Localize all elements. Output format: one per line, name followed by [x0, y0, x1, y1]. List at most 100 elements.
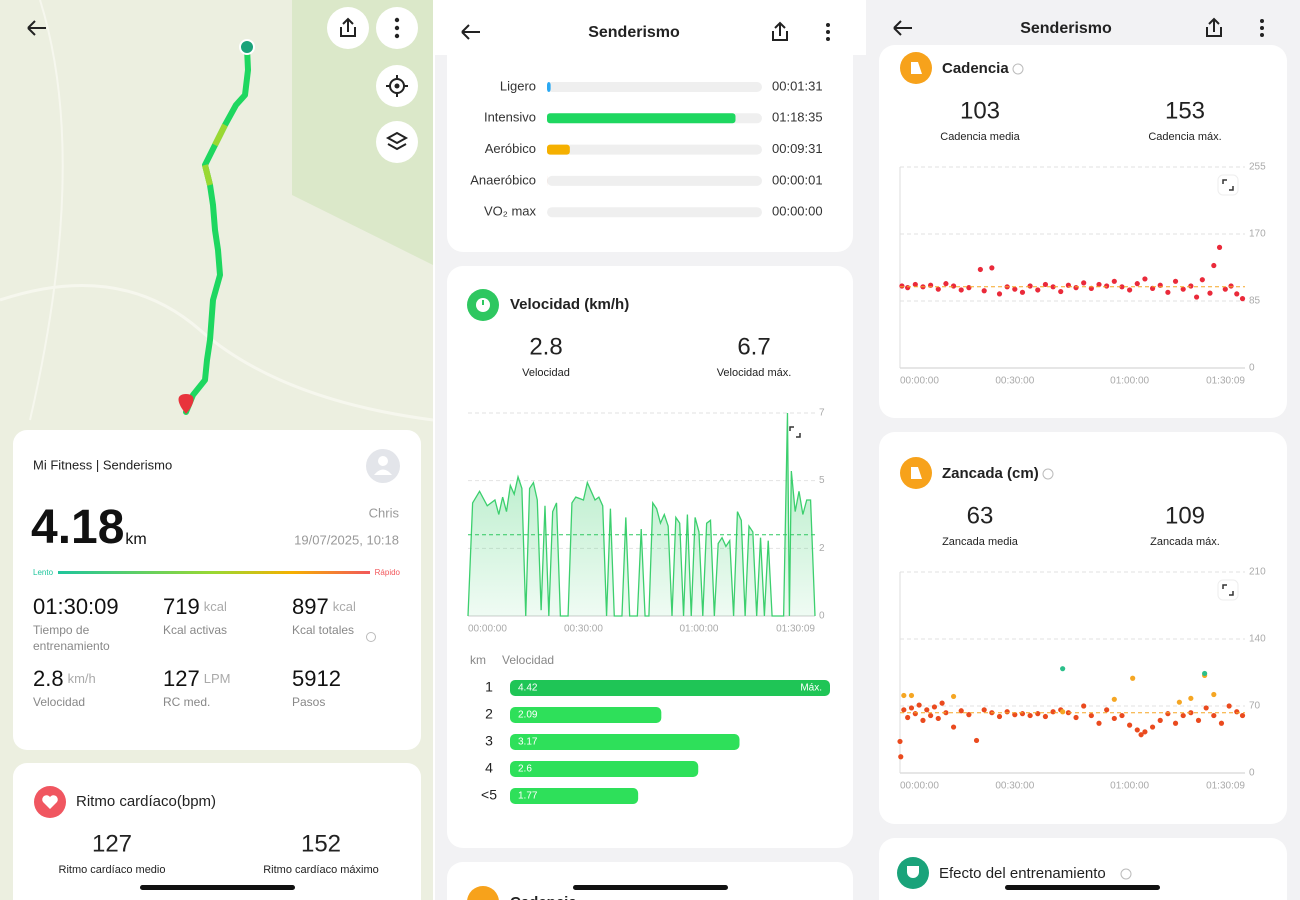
stat-value: 127 LPM	[163, 666, 230, 691]
datetime: 19/07/2025, 10:18	[294, 532, 399, 547]
stat-value: 5912	[292, 666, 341, 691]
max-value: 6.7	[737, 333, 770, 360]
speed-gradient	[58, 571, 370, 574]
point	[1096, 720, 1102, 726]
heart-card	[13, 763, 421, 900]
point	[1188, 695, 1194, 701]
point	[908, 705, 915, 711]
zone-name: Intensivo	[484, 110, 536, 125]
point	[939, 700, 945, 706]
y-tick-label: 85	[1249, 296, 1261, 307]
point	[908, 692, 915, 699]
point	[950, 693, 957, 700]
point	[958, 708, 964, 714]
stat-value: 719 kcal	[163, 594, 227, 619]
home-indicator	[573, 885, 728, 890]
point	[1239, 712, 1246, 719]
point	[1142, 729, 1148, 735]
stat-number: 01:30:09	[33, 594, 119, 619]
point	[901, 707, 907, 713]
point	[1180, 286, 1186, 292]
point	[1134, 281, 1140, 287]
point	[1165, 711, 1171, 717]
point	[1027, 712, 1033, 719]
point	[931, 704, 938, 710]
column-label: km	[470, 653, 486, 667]
point	[1130, 675, 1136, 681]
point	[981, 288, 987, 294]
y-tick-label: 70	[1249, 701, 1261, 712]
point	[1202, 670, 1208, 677]
zone-track	[547, 82, 762, 92]
point	[899, 283, 905, 289]
split-bar	[510, 734, 740, 750]
point	[1165, 289, 1171, 295]
point	[1035, 287, 1041, 293]
expand-icons	[1217, 174, 1239, 601]
area	[468, 413, 815, 616]
line	[467, 412, 816, 617]
x-tick-label: 01:30:09	[1206, 376, 1245, 387]
point	[989, 265, 995, 271]
point	[1226, 703, 1232, 709]
x-tick-label: 00:30:00	[995, 781, 1034, 792]
y-tick-label: 2	[819, 543, 825, 554]
cadence-card	[879, 45, 1287, 418]
distance-value: 4.18	[31, 501, 124, 554]
y-tick-label: 210	[1249, 567, 1266, 578]
max-value: 109	[1165, 502, 1205, 529]
zone-name: Anaeróbico	[470, 172, 536, 187]
stat-label-box: Tiempo de entrenamiento	[33, 623, 110, 653]
avg-value: 63	[967, 502, 994, 529]
source: Mi Fitness | Senderismo	[33, 457, 172, 472]
stat-number: 127	[163, 666, 200, 691]
point	[1134, 727, 1140, 733]
y-tick-label: 170	[1249, 229, 1266, 240]
point	[1234, 291, 1240, 297]
split-value: 2.09	[518, 710, 538, 721]
y-tick-label: 0	[1249, 768, 1255, 779]
stat-number: 719	[163, 594, 200, 619]
x-tick-label: 01:00:00	[1110, 376, 1149, 387]
point	[1088, 712, 1094, 719]
point	[1176, 699, 1182, 705]
x-tick-label: 00:00:00	[900, 376, 939, 387]
header-title: Senderismo	[588, 24, 680, 41]
stat-unit: kcal	[204, 599, 227, 614]
point	[1193, 294, 1200, 300]
max-value: 153	[1165, 97, 1205, 124]
point	[1127, 287, 1133, 293]
point	[1142, 276, 1148, 282]
point	[966, 712, 972, 718]
point	[1004, 709, 1010, 715]
stat-value: 01:30:09	[33, 594, 119, 619]
scale-low: Lento	[33, 568, 54, 577]
stat-label: Velocidad	[33, 695, 86, 709]
point	[1172, 720, 1179, 726]
point	[996, 713, 1003, 720]
point	[1157, 717, 1163, 723]
speed-card	[447, 266, 853, 848]
point	[901, 692, 907, 699]
km-label: 3	[485, 733, 493, 749]
scale-high: Rápido	[375, 568, 401, 577]
heart-max-label: Ritmo cardíaco máximo	[263, 864, 379, 876]
point	[1119, 712, 1125, 719]
point	[1104, 707, 1110, 713]
point	[1081, 280, 1087, 286]
x-tick-label: 01:30:09	[1206, 781, 1245, 792]
stat-label-box: Pasos	[292, 695, 325, 709]
point	[912, 281, 918, 288]
point	[981, 707, 987, 713]
zone-bar	[547, 82, 551, 92]
card-title: Efecto del entrenamiento	[939, 865, 1106, 882]
header-title: Senderismo	[1020, 20, 1112, 37]
km-label: 1	[485, 679, 493, 695]
header	[435, 0, 866, 55]
split-bar	[510, 761, 699, 777]
user: Chris	[369, 505, 400, 520]
stat-label: Tiempo de entrenamiento	[33, 623, 110, 653]
point	[1012, 286, 1018, 292]
split-bar	[510, 788, 639, 804]
